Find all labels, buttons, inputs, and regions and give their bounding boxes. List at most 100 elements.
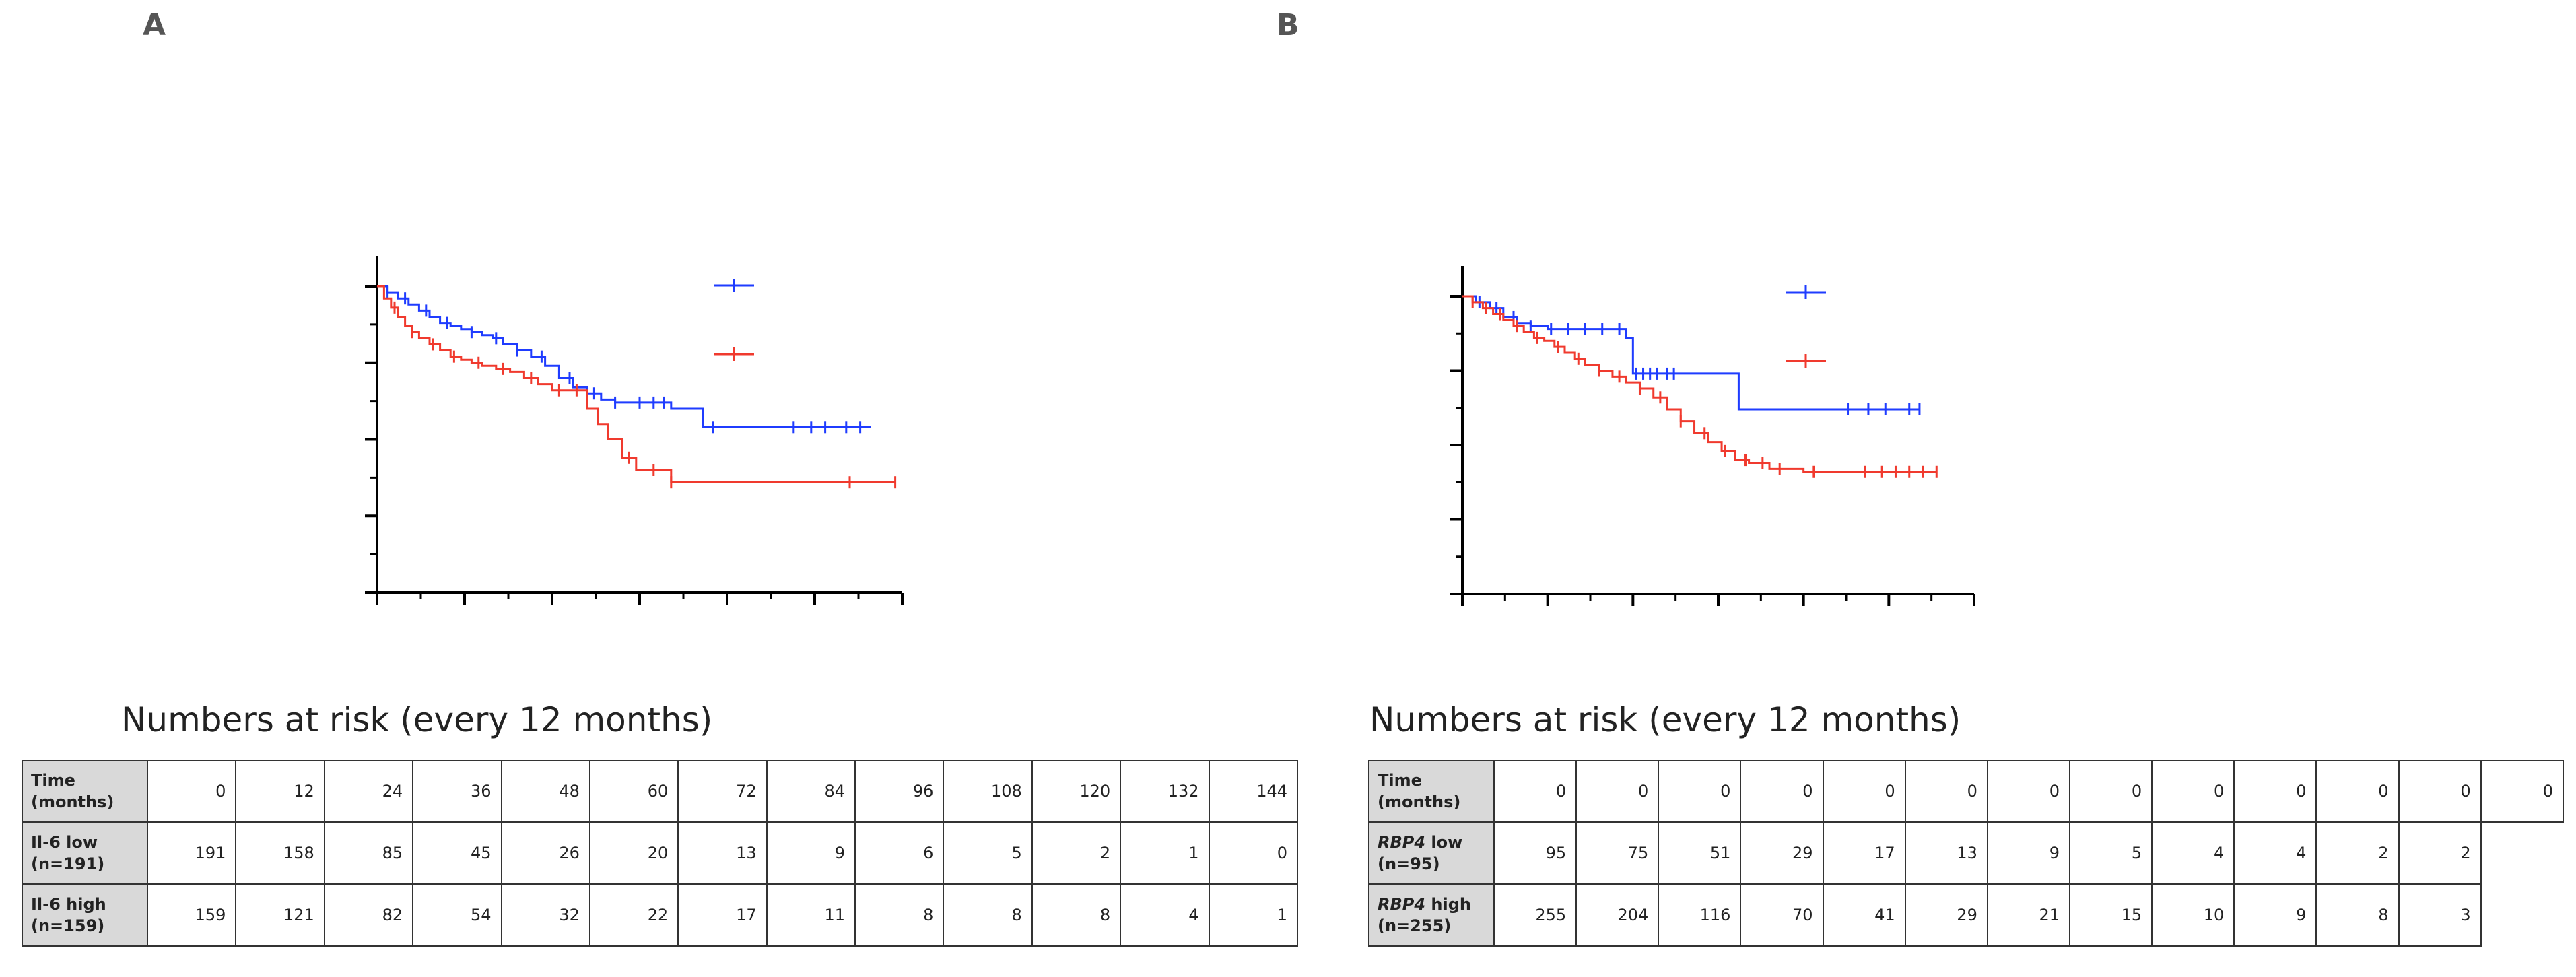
risk-cell: 191	[146, 821, 237, 885]
risk-row-label: Time	[31, 770, 139, 791]
risk-row-header: Time (months)	[1368, 760, 1495, 823]
risk-cell: 24	[323, 760, 414, 823]
risk-cell: 0	[1493, 760, 1578, 823]
survival-curve-0	[1462, 295, 1920, 411]
risk-cell: 17	[677, 883, 768, 947]
risk-cell: 22	[588, 883, 679, 947]
survival-curve-1	[1462, 295, 1937, 473]
risk-cell: 96	[854, 760, 945, 823]
risk-row: RBP4 low (n=95) 95 75 51 29 17 13 9 5 4 4 2 2	[1368, 821, 2563, 885]
risk-cell: 32	[500, 883, 590, 947]
risk-cell: 8	[1031, 883, 1122, 947]
risk-cell: 132	[1120, 760, 1210, 823]
km-chart-il6	[365, 256, 904, 605]
risk-row-sub: (months)	[1378, 793, 1461, 811]
panel-letter-b: B	[1277, 8, 1299, 42]
risk-cell: 0	[1658, 760, 1742, 823]
risk-cell: 144	[1208, 760, 1298, 823]
risk-cell: 0	[1575, 760, 1660, 823]
risk-cell: 9	[2233, 883, 2317, 947]
risk-cell: 5	[943, 821, 1033, 885]
risk-row-header: RBP4 low (n=95)	[1368, 821, 1495, 885]
risk-cell: 4	[2233, 821, 2317, 885]
risk-row-header: Il-6 high (n=159)	[22, 883, 148, 947]
risk-cell: 45	[412, 821, 502, 885]
risk-cell: 8	[943, 883, 1033, 947]
risk-row-label: RBP4 low	[1378, 832, 1485, 853]
risk-cell: 3	[2398, 883, 2482, 947]
risk-cell: 0	[146, 760, 237, 823]
risk-cell: 84	[766, 760, 856, 823]
risk-cell: 12	[235, 760, 325, 823]
risk-cell: 4	[2151, 821, 2235, 885]
risk-table-title-b: Numbers at risk (every 12 months)	[1369, 700, 1961, 739]
risk-row-sub: (n=159)	[31, 916, 105, 935]
risk-table-b: Time (months) 0 0 0 0 0 0 0 0 0 0 0 0 0 RBP4 low (n=95) 9…	[1368, 760, 2565, 947]
risk-cell: 108	[943, 760, 1033, 823]
risk-row: Time (months) 0 0 0 0 0 0 0 0 0 0 0 0 0	[1368, 760, 2565, 823]
risk-cell: 51	[1658, 821, 1742, 885]
risk-row-label: RBP4 high	[1378, 894, 1485, 915]
survival-curve-1	[377, 285, 895, 483]
risk-cell: 0	[2480, 760, 2565, 823]
risk-row-sub: (n=95)	[1378, 854, 1440, 873]
risk-row-sub: (n=255)	[1378, 916, 1452, 935]
risk-row-label-text: high	[1425, 894, 1471, 914]
risk-cell: 0	[1904, 760, 1988, 823]
risk-cell: 116	[1658, 883, 1742, 947]
risk-cell: 95	[1493, 821, 1578, 885]
risk-cell: 8	[2315, 883, 2400, 947]
risk-cell: 0	[1208, 821, 1298, 885]
risk-cell: 41	[1822, 883, 1906, 947]
risk-cell: 20	[588, 821, 679, 885]
risk-cell: 0	[1740, 760, 1824, 823]
risk-row-label-text: Il-6 high	[31, 894, 106, 914]
risk-cell: 2	[2398, 821, 2482, 885]
risk-row: Il-6 high (n=159) 159 121 82 54 32 22 17 11 8 8 8 4 1	[22, 883, 1298, 947]
risk-row-label: Time	[1378, 770, 1485, 791]
risk-cell: 54	[412, 883, 502, 947]
risk-row-label: Il-6 low	[31, 832, 139, 853]
risk-cell: 0	[2315, 760, 2400, 823]
risk-row-label-text: low	[1425, 832, 1463, 852]
risk-cell: 21	[1986, 883, 2070, 947]
risk-cell: 36	[412, 760, 502, 823]
risk-row-label-text: Time	[31, 770, 75, 790]
risk-cell: 72	[677, 760, 768, 823]
risk-cell: 4	[1120, 883, 1210, 947]
panel-letter-a: A	[143, 8, 166, 42]
risk-cell: 60	[588, 760, 679, 823]
risk-cell: 6	[854, 821, 945, 885]
risk-cell: 5	[2068, 821, 2153, 885]
risk-cell: 13	[677, 821, 768, 885]
risk-table-a: Time (months) 0 12 24 36 48 60 72 84 96 108 120 132 14…	[22, 760, 1298, 947]
risk-cell: 26	[500, 821, 590, 885]
risk-row: Il-6 low (n=191) 191 158 85 45 26 20 13 9 6 5 2 1 0	[22, 821, 1298, 885]
risk-cell: 48	[500, 760, 590, 823]
risk-cell: 29	[1740, 821, 1824, 885]
risk-cell: 0	[2398, 760, 2482, 823]
risk-cell: 2	[1031, 821, 1122, 885]
risk-cell: 204	[1575, 883, 1660, 947]
risk-cell: 0	[1822, 760, 1906, 823]
risk-cell: 9	[766, 821, 856, 885]
km-chart-rbp4	[1450, 266, 1975, 606]
risk-cell: 255	[1493, 883, 1578, 947]
risk-cell: 85	[323, 821, 414, 885]
risk-row: Time (months) 0 12 24 36 48 60 72 84 96 108 120 132 14…	[22, 760, 1298, 823]
risk-row-gene: RBP4	[1378, 832, 1426, 852]
risk-row-label: Il-6 high	[31, 894, 139, 915]
risk-row-label-text: Il-6 low	[31, 832, 98, 852]
risk-cell: 15	[2068, 883, 2153, 947]
risk-cell: 70	[1740, 883, 1824, 947]
risk-cell: 10	[2151, 883, 2235, 947]
risk-cell: 11	[766, 883, 856, 947]
risk-cell: 82	[323, 883, 414, 947]
risk-cell: 2	[2315, 821, 2400, 885]
risk-row-sub: (n=191)	[31, 854, 105, 873]
risk-row-label-text: Time	[1378, 770, 1422, 790]
risk-cell: 75	[1575, 821, 1660, 885]
risk-row: RBP4 high (n=255) 255 204 116 70 41 29 21 15 10 9 8 3	[1368, 883, 2563, 947]
risk-cell: 159	[146, 883, 237, 947]
risk-row-sub: (months)	[31, 793, 114, 811]
